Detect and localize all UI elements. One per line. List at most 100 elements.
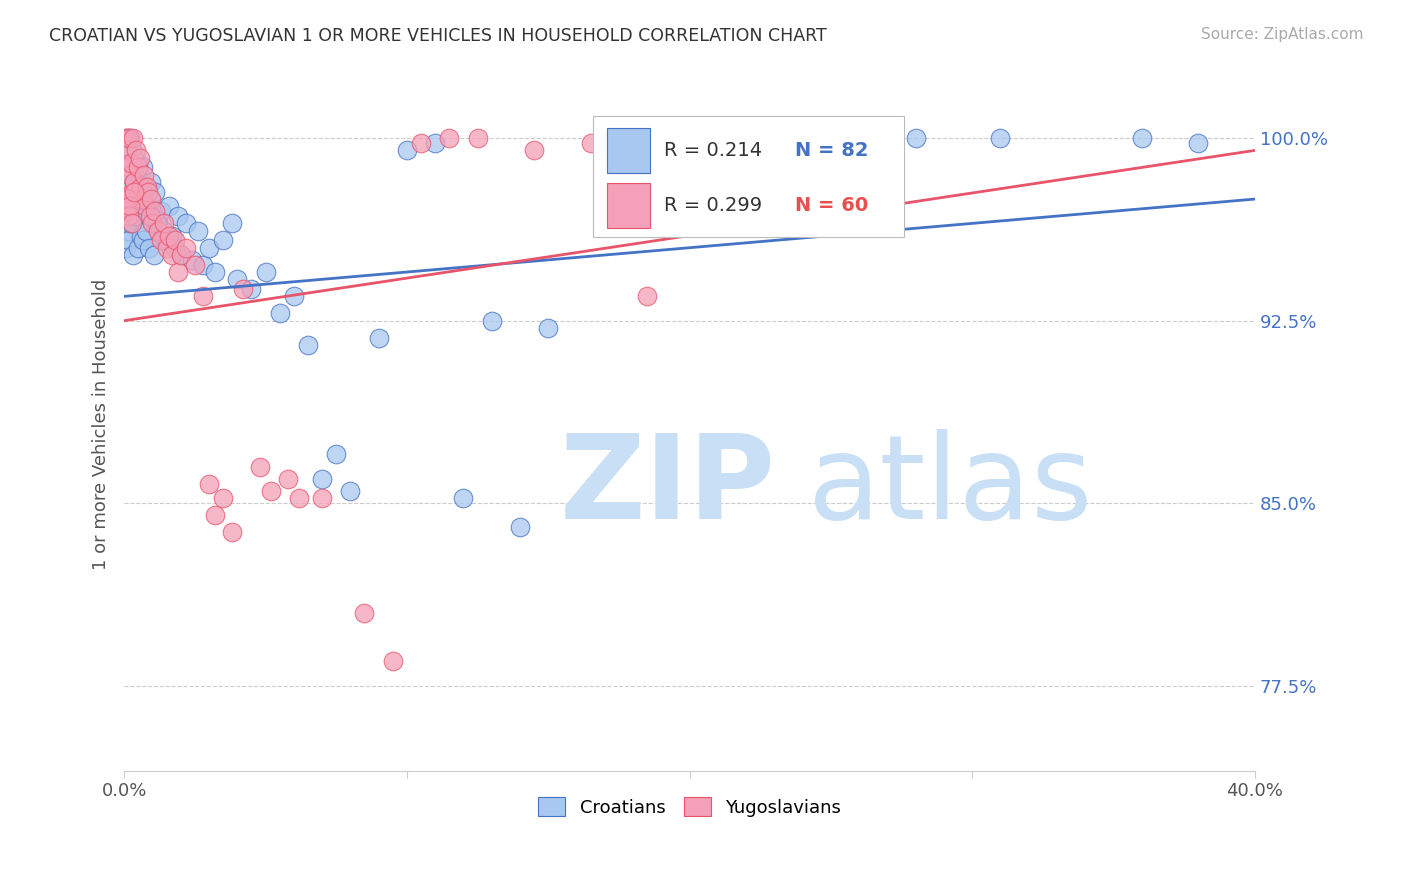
Point [118,209,141,223]
Point [1187,136,1209,150]
Point [121,185,143,199]
Point [146,216,169,230]
Point [204,265,226,279]
FancyBboxPatch shape [607,128,650,173]
Point [128,168,150,182]
Text: N = 60: N = 60 [794,196,868,215]
Point [131,192,153,206]
Point [439,131,461,145]
Point [149,234,172,248]
Text: R = 0.214: R = 0.214 [664,141,762,160]
Point [131,161,153,175]
Point [120,216,142,230]
Point [481,314,503,328]
Point [204,508,226,523]
Point [339,483,361,498]
Point [145,216,167,230]
Text: atlas: atlas [808,429,1094,544]
Point [132,234,155,248]
Point [162,248,184,262]
Point [165,234,187,248]
Point [509,520,531,534]
Point [221,525,243,540]
Point [579,136,602,150]
Point [135,224,157,238]
Point [212,491,235,506]
Point [381,654,404,668]
Point [120,180,142,194]
Point [117,161,139,175]
Point [193,258,215,272]
Point [146,224,169,238]
Point [167,209,190,223]
Point [122,185,145,199]
Point [593,136,616,150]
Point [277,472,299,486]
Point [135,180,157,194]
Point [409,136,432,150]
Point [254,265,277,279]
Point [118,131,141,145]
Point [122,175,145,189]
Point [139,209,162,223]
Point [115,131,138,145]
Point [141,216,163,230]
Point [121,216,143,230]
Point [467,131,489,145]
Point [124,209,146,223]
Point [269,306,291,320]
Point [198,476,221,491]
Point [138,241,160,255]
Point [187,224,209,238]
Point [120,155,142,169]
Text: R = 0.299: R = 0.299 [664,196,762,215]
FancyBboxPatch shape [593,116,904,237]
Point [118,168,141,182]
Point [181,252,204,267]
Point [118,192,141,206]
Point [353,606,375,620]
Point [325,447,347,461]
Point [141,228,163,243]
Point [117,192,139,206]
Point [198,241,221,255]
Point [152,216,174,230]
Point [121,185,143,199]
Point [212,234,235,248]
Y-axis label: 1 or more Vehicles in Household: 1 or more Vehicles in Household [93,278,110,570]
Point [115,144,138,158]
Point [283,289,305,303]
Point [221,216,243,230]
Point [120,199,142,213]
Point [127,241,149,255]
Text: Source: ZipAtlas.com: Source: ZipAtlas.com [1201,27,1364,42]
Point [707,144,730,158]
Point [127,161,149,175]
Point [132,168,155,182]
Text: ZIP: ZIP [560,429,776,544]
Point [125,192,148,206]
Point [124,209,146,223]
Point [117,224,139,238]
Point [156,241,179,255]
Point [115,131,138,145]
Point [121,131,143,145]
Point [134,199,156,213]
Point [367,331,389,345]
Point [114,199,136,213]
Point [159,199,181,213]
Point [115,216,138,230]
Point [138,209,160,223]
Point [114,204,136,219]
Point [904,131,927,145]
Text: N = 82: N = 82 [794,141,868,160]
Legend: Croatians, Yugoslavians: Croatians, Yugoslavians [531,790,848,824]
Point [118,234,141,248]
Point [149,204,172,219]
Point [127,155,149,169]
Point [138,192,160,206]
Point [288,491,311,506]
Point [136,185,159,199]
Point [167,265,190,279]
Point [537,321,560,335]
